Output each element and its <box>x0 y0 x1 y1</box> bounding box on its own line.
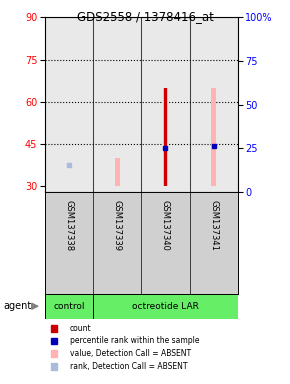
Bar <box>141 17 190 192</box>
Text: rank, Detection Call = ABSENT: rank, Detection Call = ABSENT <box>70 362 187 371</box>
Text: control: control <box>53 302 85 311</box>
Bar <box>190 17 238 192</box>
Text: octreotide LAR: octreotide LAR <box>132 302 199 311</box>
Bar <box>45 17 93 192</box>
Text: GSM137339: GSM137339 <box>113 200 122 251</box>
Text: GSM137341: GSM137341 <box>209 200 218 251</box>
Text: percentile rank within the sample: percentile rank within the sample <box>70 336 199 346</box>
Text: value, Detection Call = ABSENT: value, Detection Call = ABSENT <box>70 349 191 358</box>
Text: GDS2558 / 1378416_at: GDS2558 / 1378416_at <box>77 10 213 23</box>
Bar <box>115 158 120 186</box>
Bar <box>93 294 238 319</box>
Bar <box>164 88 167 186</box>
Bar <box>93 17 142 192</box>
Bar <box>45 294 93 319</box>
Text: GSM137338: GSM137338 <box>65 200 74 251</box>
Bar <box>211 88 216 186</box>
Text: agent: agent <box>3 301 31 311</box>
Text: GSM137340: GSM137340 <box>161 200 170 251</box>
Bar <box>163 88 168 186</box>
Text: count: count <box>70 324 91 333</box>
